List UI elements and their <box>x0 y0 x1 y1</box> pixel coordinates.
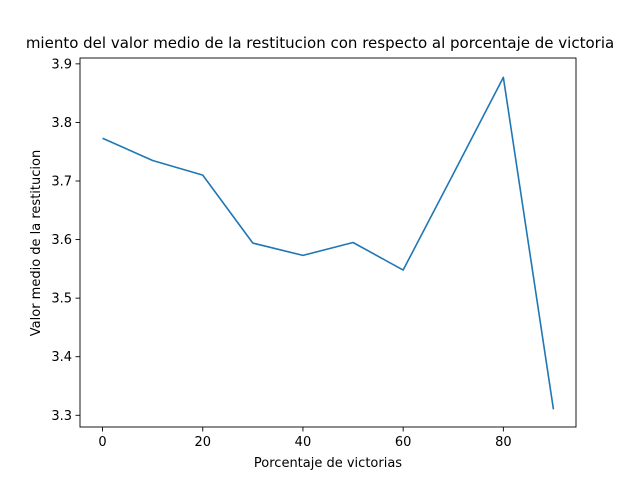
x-axis-label: Porcentaje de victorias <box>254 456 402 471</box>
y-tick-label: 3.8 <box>51 116 72 131</box>
chart-title: miento del valor medio de la restitucion… <box>26 34 614 52</box>
x-tick-label: 0 <box>98 435 106 450</box>
plot-frame <box>79 57 577 428</box>
x-tick-label: 20 <box>194 435 211 450</box>
x-tick-label: 80 <box>495 435 512 450</box>
y-tick-label: 3.6 <box>51 233 72 248</box>
y-tick-label: 3.3 <box>51 409 72 424</box>
series-line-0 <box>102 76 555 410</box>
y-tick-label: 3.4 <box>51 350 72 365</box>
y-tick-label: 3.7 <box>51 175 72 190</box>
x-tick-label: 40 <box>295 435 312 450</box>
x-tick-label: 60 <box>395 435 412 450</box>
y-axis-label: Valor medio de la restitucion <box>29 150 44 336</box>
y-tick-label: 3.5 <box>51 292 72 307</box>
y-tick-label: 3.9 <box>51 57 72 72</box>
